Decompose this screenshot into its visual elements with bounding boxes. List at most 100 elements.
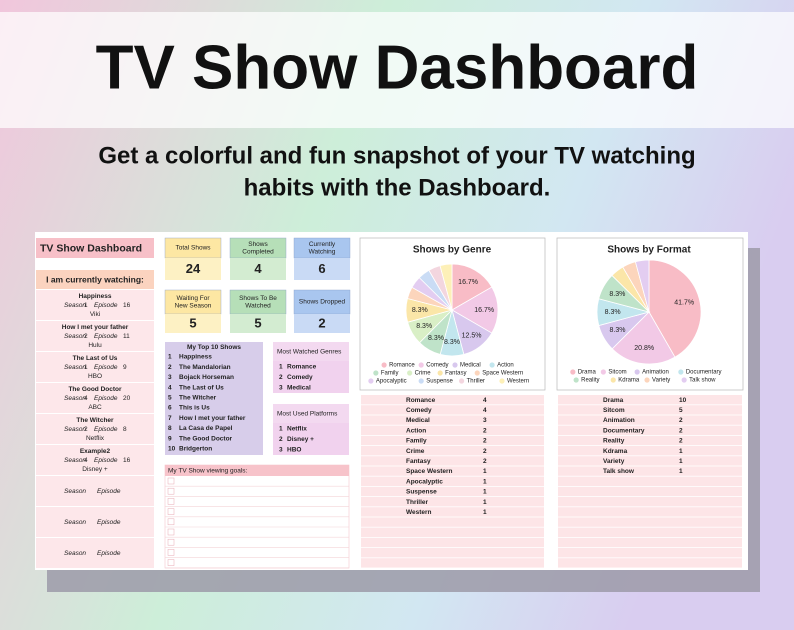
list-item: Medical	[287, 384, 311, 391]
stat-value: 5	[254, 315, 261, 330]
legend-swatch	[570, 369, 576, 375]
stat-label: Shows Dropped	[299, 299, 346, 306]
slice-label: 20.8%	[634, 345, 654, 352]
stat-value: 6	[318, 261, 325, 276]
table-count: 1	[483, 468, 487, 475]
legend-swatch	[407, 370, 413, 376]
season-label: Season	[64, 395, 86, 402]
table-row	[558, 517, 742, 527]
goal-checkbox	[167, 528, 175, 536]
table-count: 1	[483, 499, 487, 506]
table-count: 2	[679, 417, 683, 424]
rank: 5	[168, 395, 172, 402]
watching-heading: I am currently watching:	[46, 274, 144, 284]
rank: 2	[168, 364, 172, 371]
pie-slice	[611, 311, 676, 365]
episode-number: 8	[123, 426, 127, 433]
legend-label: Reality	[581, 378, 599, 384]
slice-label: 16.7%	[474, 307, 494, 314]
show-name: The Witcher	[76, 417, 114, 424]
top10-name: La Casa de Papel	[179, 425, 233, 432]
goal-checkbox	[167, 549, 175, 556]
watching-slot	[36, 445, 154, 475]
episode-label: Episode	[94, 302, 118, 309]
rank: 4	[168, 384, 172, 391]
legend-label: Talk show	[689, 378, 716, 384]
table-row	[361, 456, 544, 466]
table-count: 2	[679, 427, 683, 434]
table-row	[361, 558, 544, 568]
slice-label: 8.3%	[416, 323, 432, 330]
table-name: Space Western	[406, 468, 453, 475]
episode-number: 16	[123, 302, 131, 309]
legend-label: Action	[497, 363, 514, 369]
slice-label: 8.3%	[444, 339, 460, 346]
table-name: Crime	[406, 448, 425, 455]
table-row	[361, 435, 544, 446]
pie-slice	[648, 259, 702, 358]
episode-label: Episode	[97, 519, 121, 526]
rank: 1	[279, 364, 283, 371]
goal-checkbox	[167, 559, 175, 566]
table-name: Variety	[603, 458, 625, 465]
table-row	[558, 456, 742, 466]
top10-heading: My Top 10 Shows	[187, 344, 241, 351]
table-name: Action	[406, 427, 426, 434]
table-count: 1	[483, 509, 487, 516]
top10-name: Bojack Horseman	[179, 374, 234, 381]
episode-number: 20	[123, 395, 131, 402]
platform: Hulu	[88, 342, 102, 349]
legend-label: Space Western	[482, 371, 523, 377]
stat-value-box	[230, 258, 286, 280]
legend-swatch	[368, 378, 374, 384]
top10-name: Bridgerton	[179, 446, 212, 453]
table-name: Sitcom	[603, 407, 625, 414]
table-count: 4	[483, 407, 487, 414]
pie-slice	[451, 286, 499, 334]
watching-slot	[36, 414, 154, 444]
legend-label: Western	[507, 379, 529, 385]
watching-slot	[36, 290, 154, 320]
top10-name: The Good Doctor	[179, 435, 233, 442]
table-name: Animation	[603, 417, 635, 424]
table-name: Thriller	[406, 499, 429, 506]
list-heading: Most Watched Genres	[277, 349, 342, 356]
rank: 10	[168, 446, 176, 453]
rank: 7	[168, 415, 172, 422]
rank: 9	[168, 435, 172, 442]
season-number: 1	[84, 302, 88, 309]
stat-label: Completed	[242, 248, 274, 255]
season-label: Season	[64, 488, 86, 495]
legend-label: Sitcom	[608, 370, 626, 376]
table-row	[361, 517, 544, 527]
table-row	[361, 446, 544, 456]
stat-label: Waiting For	[177, 295, 211, 302]
slice-label: 8.3%	[428, 335, 444, 342]
slice-label: 12.5%	[462, 332, 482, 339]
table-row	[361, 486, 544, 497]
stat-value-box	[230, 314, 286, 333]
stat-value: 2	[318, 315, 325, 330]
stat-label-box	[164, 289, 222, 315]
list-item: Comedy	[287, 374, 313, 381]
slice-label: 8.3%	[610, 327, 626, 334]
list-heading: Most Used Platforms	[277, 411, 338, 418]
stat-label: Shows	[248, 241, 268, 248]
rank: 6	[168, 405, 172, 412]
season-label: Season	[64, 550, 86, 557]
table-name: Suspense	[406, 489, 437, 496]
chart-title: Shows by Genre	[413, 245, 492, 256]
table-row	[558, 527, 742, 537]
legend-swatch	[610, 377, 616, 383]
table-row	[558, 435, 742, 446]
pie-slice	[451, 263, 493, 311]
top10-name: The Mandalorian	[179, 364, 231, 371]
goal-checkbox	[167, 508, 175, 515]
table-row	[558, 537, 742, 548]
legend-label: Kdrama	[618, 378, 640, 384]
table-count: 2	[679, 438, 683, 445]
rank: 2	[279, 436, 283, 443]
table-row	[558, 446, 742, 456]
top10-name: Happiness	[179, 354, 212, 361]
